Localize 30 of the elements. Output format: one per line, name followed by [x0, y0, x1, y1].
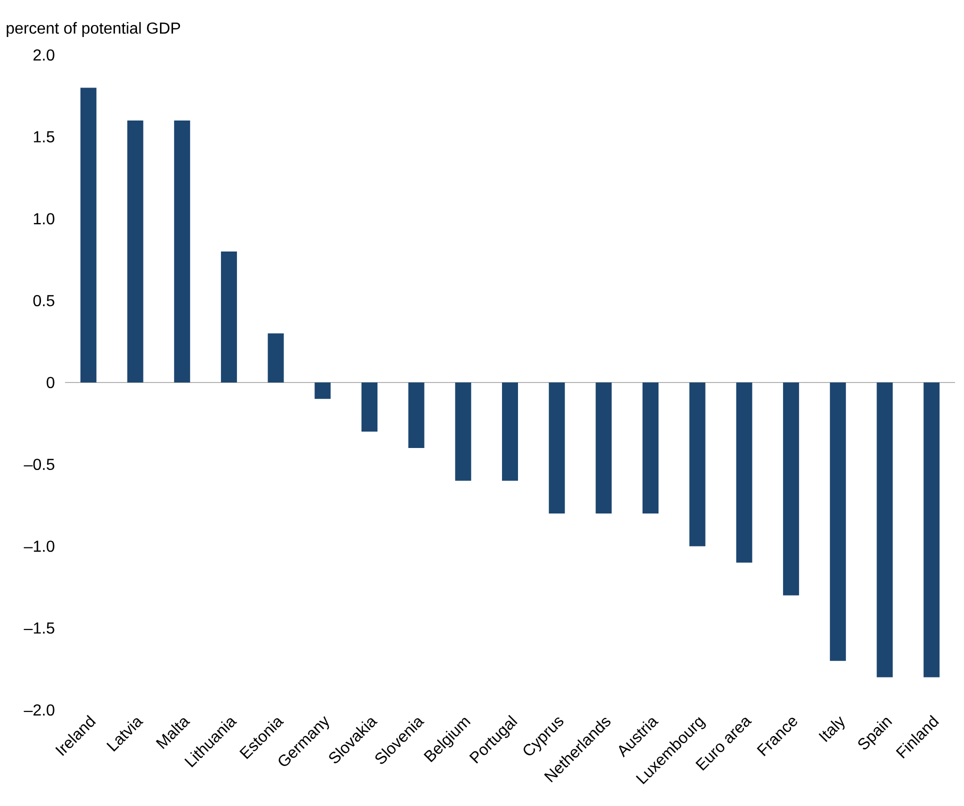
bar: [314, 382, 331, 399]
y-tick-label: 1.5: [34, 131, 54, 142]
y-tick-label: 2.0: [34, 49, 54, 61]
bar: [220, 251, 237, 382]
bar: [924, 382, 940, 678]
bar: [548, 382, 565, 514]
bar: [783, 382, 800, 596]
y-tick-label: 1.0: [34, 213, 54, 224]
bar: [596, 382, 612, 514]
bar: [689, 382, 706, 546]
bar: [127, 120, 144, 382]
y-axis-title: percent of potential GDP: [6, 22, 180, 37]
bar: [408, 382, 424, 448]
y-tick-label: –1.0: [24, 540, 54, 552]
y-tick-label: 0.5: [33, 294, 54, 306]
bar: [830, 382, 846, 661]
bar: [642, 382, 659, 514]
y-tick-label: –1.5: [24, 622, 54, 634]
y-tick-label: 0: [46, 376, 54, 388]
bar: [502, 382, 518, 481]
y-tick-label: –2.0: [24, 704, 54, 716]
bar: [80, 88, 96, 382]
bar: [736, 382, 752, 563]
bar: [361, 382, 378, 432]
bar: [174, 120, 190, 382]
x-tick-label: Italy: [818, 716, 845, 742]
bar: [455, 382, 472, 481]
bar: [876, 382, 893, 678]
y-tick-label: –0.5: [24, 458, 54, 470]
bar: [268, 333, 284, 382]
